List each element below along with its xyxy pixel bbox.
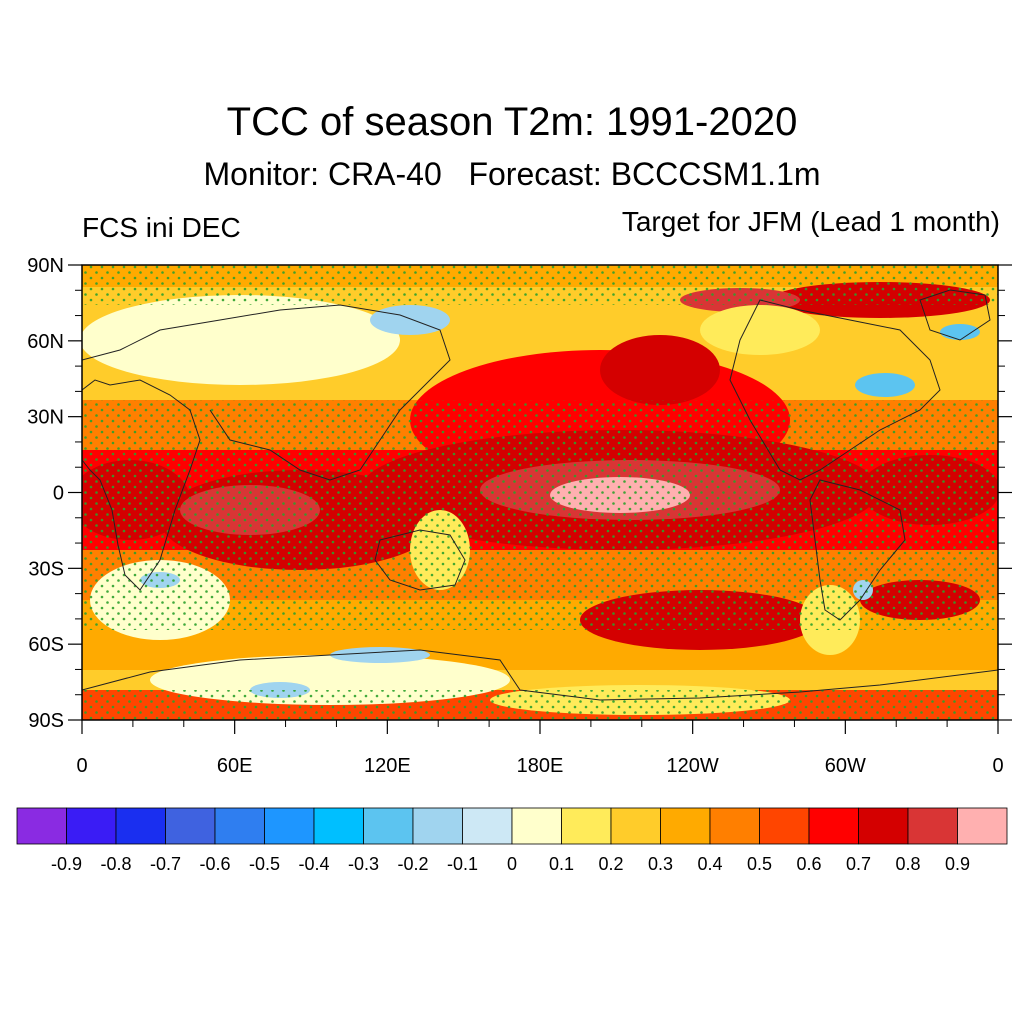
colorbar-label: 0.4 — [697, 854, 722, 874]
significance-stipple — [82, 265, 998, 305]
left-label: FCS ini DEC — [82, 212, 241, 243]
colorbar-label: 0.9 — [945, 854, 970, 874]
coastline-south-america — [809, 479, 906, 621]
y-tick-label: 30S — [28, 558, 64, 580]
x-axis: 0 60E 120E 180E 120W 60W 0 — [76, 720, 1004, 777]
coastline-north-america — [729, 299, 941, 481]
coastlines — [82, 289, 998, 701]
x-tick-label: 60W — [825, 755, 866, 777]
y-tick-label: 60S — [28, 634, 64, 656]
colorbar-swatch — [759, 807, 810, 845]
colorbar-label: -0.1 — [447, 854, 478, 874]
colorbar-swatch — [907, 807, 958, 845]
colorbar-label: -0.4 — [298, 854, 329, 874]
colorbar-swatch — [561, 807, 612, 845]
y-tick-label: 0 — [53, 483, 64, 505]
x-tick-label: 60E — [217, 755, 253, 777]
field-blob — [940, 324, 980, 340]
colorbar: -0.9 -0.8 -0.7 -0.6 -0.5 -0.4 -0.3 -0.2 -0.1 0 0.1… — [16, 807, 1008, 874]
colorbar-swatch — [511, 807, 562, 845]
colorbar-swatch — [462, 807, 513, 845]
colorbar-label: -0.2 — [397, 854, 428, 874]
colorbar-swatch — [858, 807, 909, 845]
colorbar-label: 0 — [507, 854, 517, 874]
colorbar-swatch — [808, 807, 859, 845]
field-blob — [330, 647, 430, 663]
colorbar-label: -0.9 — [51, 854, 82, 874]
colorbar-swatch — [214, 807, 265, 845]
field-blob — [370, 305, 450, 335]
colorbar-label: 0.5 — [747, 854, 772, 874]
y-axis: 90N 60N 30N 0 30S 60S 90S — [27, 255, 1012, 732]
coastline-africa-europe — [82, 379, 201, 591]
y-tick-label: 30N — [27, 407, 64, 429]
colorbar-swatch — [412, 807, 463, 845]
significance-stipple — [82, 400, 998, 630]
colorbar-label: -0.5 — [249, 854, 280, 874]
field-blob — [700, 305, 820, 355]
coastline-australia — [374, 529, 466, 591]
colorbar-label: 0.2 — [598, 854, 623, 874]
field-blob — [855, 373, 915, 397]
colorbar-label: 0.8 — [895, 854, 920, 874]
colorbar-swatch — [709, 807, 760, 845]
colorbar-swatch — [660, 807, 711, 845]
colorbar-label: -0.8 — [100, 854, 131, 874]
colorbar-label: 0.7 — [846, 854, 871, 874]
colorbar-swatch — [363, 807, 414, 845]
x-tick-label: 180E — [517, 755, 564, 777]
coastline-antarctica — [82, 649, 998, 701]
chart-title: TCC of season T2m: 1991-2020 — [226, 100, 798, 144]
field-blob — [600, 335, 720, 405]
colorbar-swatch — [66, 807, 117, 845]
colorbar-label: -0.6 — [199, 854, 230, 874]
colorbar-label: -0.7 — [150, 854, 181, 874]
colorbar-label: 0.3 — [648, 854, 673, 874]
x-tick-label: 0 — [992, 755, 1003, 777]
significance-stipple — [82, 690, 998, 720]
colorbar-label: 0.6 — [796, 854, 821, 874]
colorbar-label: -0.3 — [348, 854, 379, 874]
colorbar-swatch — [165, 807, 216, 845]
colorbar-swatch — [115, 807, 166, 845]
colorbar-swatch — [313, 807, 364, 845]
x-tick-label: 120W — [667, 755, 719, 777]
y-tick-label: 90N — [27, 255, 64, 277]
field-blob — [82, 295, 400, 385]
x-tick-label: 120E — [364, 755, 411, 777]
right-label: Target for JFM (Lead 1 month) — [621, 206, 1000, 237]
colorbar-swatch — [957, 807, 1008, 845]
coastline-greenland — [919, 289, 991, 341]
colorbar-swatch — [264, 807, 315, 845]
coastline-asia — [82, 304, 451, 481]
y-tick-label: 90S — [28, 710, 64, 732]
map-field — [82, 265, 998, 720]
colorbar-label: 0.1 — [549, 854, 574, 874]
colorbar-swatch — [16, 807, 67, 845]
chart-subtitle: Monitor: CRA-40 Forecast: BCCCSM1.1m — [203, 156, 821, 192]
y-tick-label: 60N — [27, 331, 64, 353]
x-tick-label: 0 — [76, 755, 87, 777]
colorbar-swatch — [610, 807, 661, 845]
